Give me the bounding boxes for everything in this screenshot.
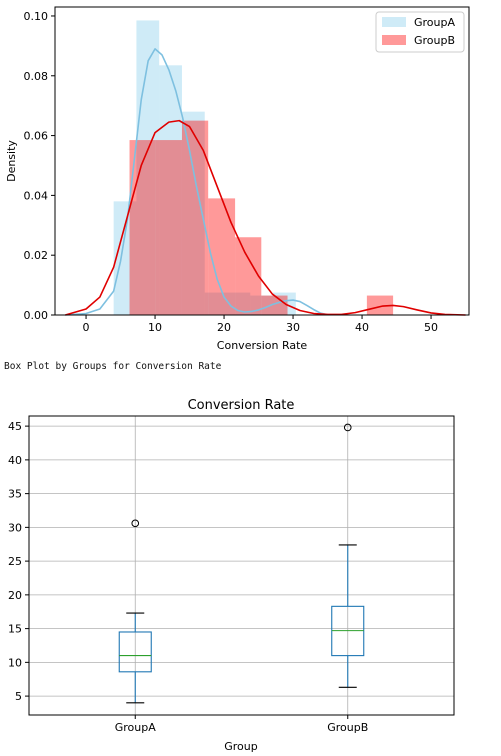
hist-bar-groupa-2 <box>159 65 182 316</box>
box-x-axis-label: Group <box>224 740 258 753</box>
x-tick-label: 50 <box>424 321 438 334</box>
x-tick-label: 0 <box>83 321 90 334</box>
outlier-point <box>343 423 352 432</box>
x-tick-label: GroupA <box>115 721 156 734</box>
kde-curves <box>65 48 466 316</box>
iqr-box <box>118 631 152 673</box>
y-tick-label: 0.10 <box>24 10 49 23</box>
x-tick-label: GroupB <box>327 721 368 734</box>
hist-bar-groupb-1 <box>155 140 182 315</box>
chart-caption: Box Plot by Groups for Conversion Rate <box>4 361 222 372</box>
hist-bar-groupb-5 <box>261 295 288 315</box>
hist-bar-groupa-4 <box>204 292 228 315</box>
kde-line-groupa <box>65 48 328 316</box>
outlier-point <box>131 519 140 528</box>
y-tick-label: 0.08 <box>24 70 49 83</box>
box-groupb <box>331 423 365 688</box>
box-glyphs <box>118 423 365 704</box>
hist-bar-groupb-9 <box>366 295 394 315</box>
box-plot-chart: Conversion Rate GroupA GroupB 5 10 15 20 25 30… <box>8 398 455 753</box>
y-tick-label: 40 <box>8 454 22 467</box>
y-tick-label: 10 <box>8 656 22 669</box>
x-tick-label: 40 <box>355 321 369 334</box>
box-y-axis: 5 10 15 20 25 30 35 40 45 <box>8 420 29 703</box>
chart-title: Conversion Rate <box>188 398 295 413</box>
y-tick-label: 30 <box>8 521 22 534</box>
x-tick-label: 20 <box>217 321 231 334</box>
density-histogram-chart: 0 10 20 30 40 50 0.00 0.02 0.04 0.06 0.08 0.10 Con… <box>5 6 470 352</box>
legend-frame <box>375 11 465 53</box>
legend-label-group-b: GroupB <box>414 34 455 47</box>
hist-bars-group-b <box>129 120 394 315</box>
x-axis: 0 10 20 30 40 50 <box>83 315 438 334</box>
legend-label-group-a: GroupA <box>414 16 455 29</box>
y-tick-label: 20 <box>8 589 22 602</box>
y-tick-label: 0.04 <box>24 189 49 202</box>
legend: GroupA GroupB <box>375 11 465 53</box>
x-tick-label: 10 <box>148 321 162 334</box>
kde-line-groupb <box>65 119 466 316</box>
x-tick-label: 30 <box>286 321 300 334</box>
hist-bar-groupb-3 <box>208 198 236 315</box>
y-tick-label: 0.06 <box>24 130 49 143</box>
legend-swatch-group-a <box>382 17 406 27</box>
legend-swatch-group-b <box>382 35 406 45</box>
y-tick-label: 0.02 <box>24 249 49 262</box>
y-axis: 0.00 0.02 0.04 0.06 0.08 0.10 <box>24 10 55 322</box>
box-groupa <box>118 519 152 704</box>
x-axis-label: Conversion Rate <box>217 339 308 352</box>
y-tick-label: 0.00 <box>24 309 49 322</box>
box-plot-frame <box>28 415 455 716</box>
plot-area-frame <box>54 6 470 316</box>
y-tick-label: 45 <box>8 420 22 433</box>
y-axis-label: Density <box>5 140 18 182</box>
y-tick-label: 15 <box>8 623 22 636</box>
box-grid <box>29 416 454 715</box>
y-tick-label: 25 <box>8 555 22 568</box>
box-x-axis: GroupA GroupB <box>115 715 368 734</box>
hist-bar-groupb-2 <box>181 120 209 315</box>
hist-bar-groupa-0 <box>113 201 137 315</box>
y-tick-label: 35 <box>8 488 22 501</box>
y-tick-label: 5 <box>15 690 22 703</box>
hist-bar-groupb-4 <box>235 237 262 315</box>
hist-bar-groupa-5 <box>227 292 251 315</box>
hist-bar-groupa-3 <box>181 111 205 316</box>
